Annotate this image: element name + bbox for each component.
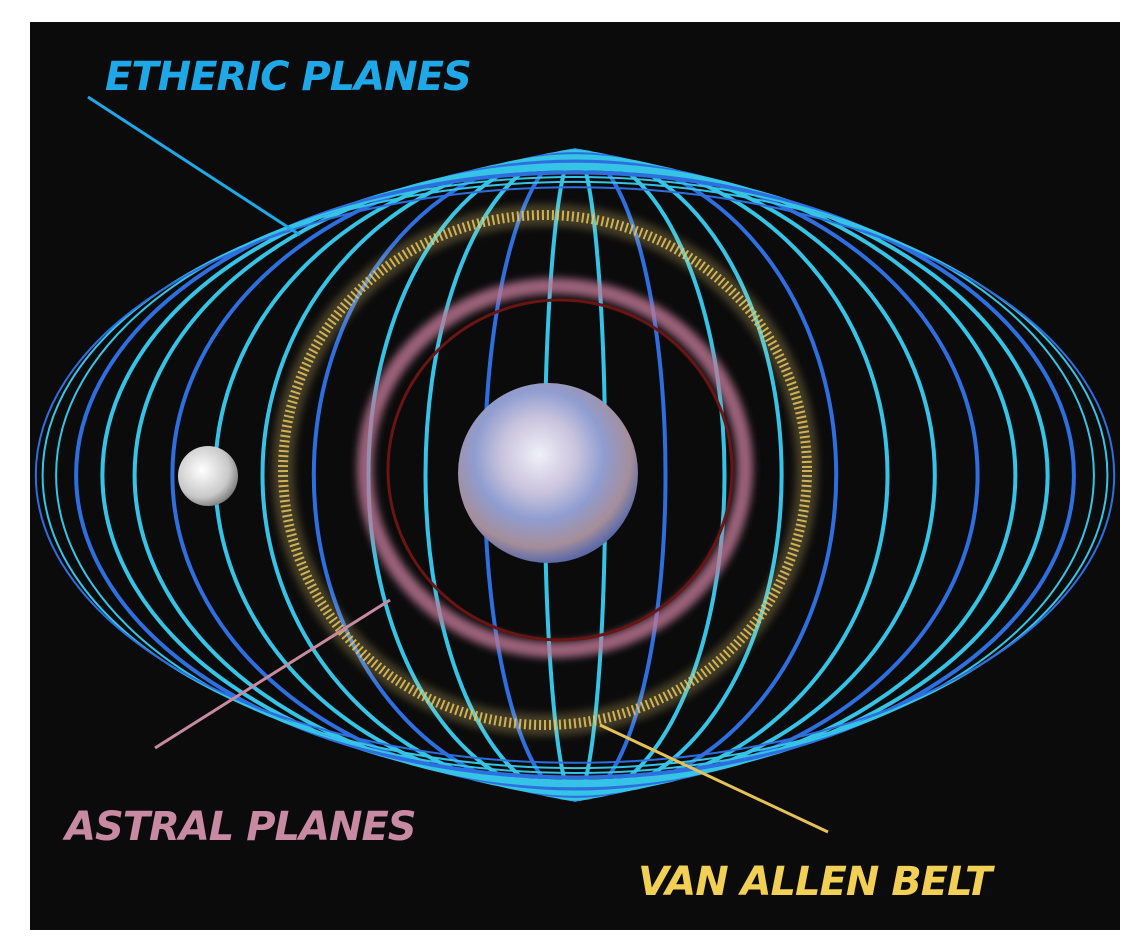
astral-ring bbox=[357, 278, 753, 658]
etheric-ring bbox=[260, 154, 890, 796]
astral-pointer bbox=[154, 598, 391, 750]
etheric-pointer bbox=[87, 95, 301, 237]
etheric-ring bbox=[170, 159, 980, 791]
etheric-ring bbox=[132, 162, 1018, 788]
moon bbox=[178, 446, 238, 506]
etheric-ring bbox=[74, 170, 1076, 780]
etheric-ring bbox=[311, 152, 839, 798]
earth bbox=[458, 383, 638, 563]
van-allen-glow bbox=[272, 204, 818, 736]
etheric-label: ETHERIC PLANES bbox=[105, 54, 471, 100]
etheric-ring bbox=[55, 176, 1095, 774]
etheric-ring bbox=[100, 166, 1050, 784]
inner-ring bbox=[386, 298, 734, 642]
van-allen-pointer bbox=[599, 723, 829, 834]
astral-label: ASTRAL PLANES bbox=[62, 804, 416, 850]
van-allen-label: VAN ALLEN BELT bbox=[638, 859, 995, 905]
etheric-ring bbox=[34, 186, 1116, 764]
etheric-ring bbox=[41, 180, 1109, 770]
